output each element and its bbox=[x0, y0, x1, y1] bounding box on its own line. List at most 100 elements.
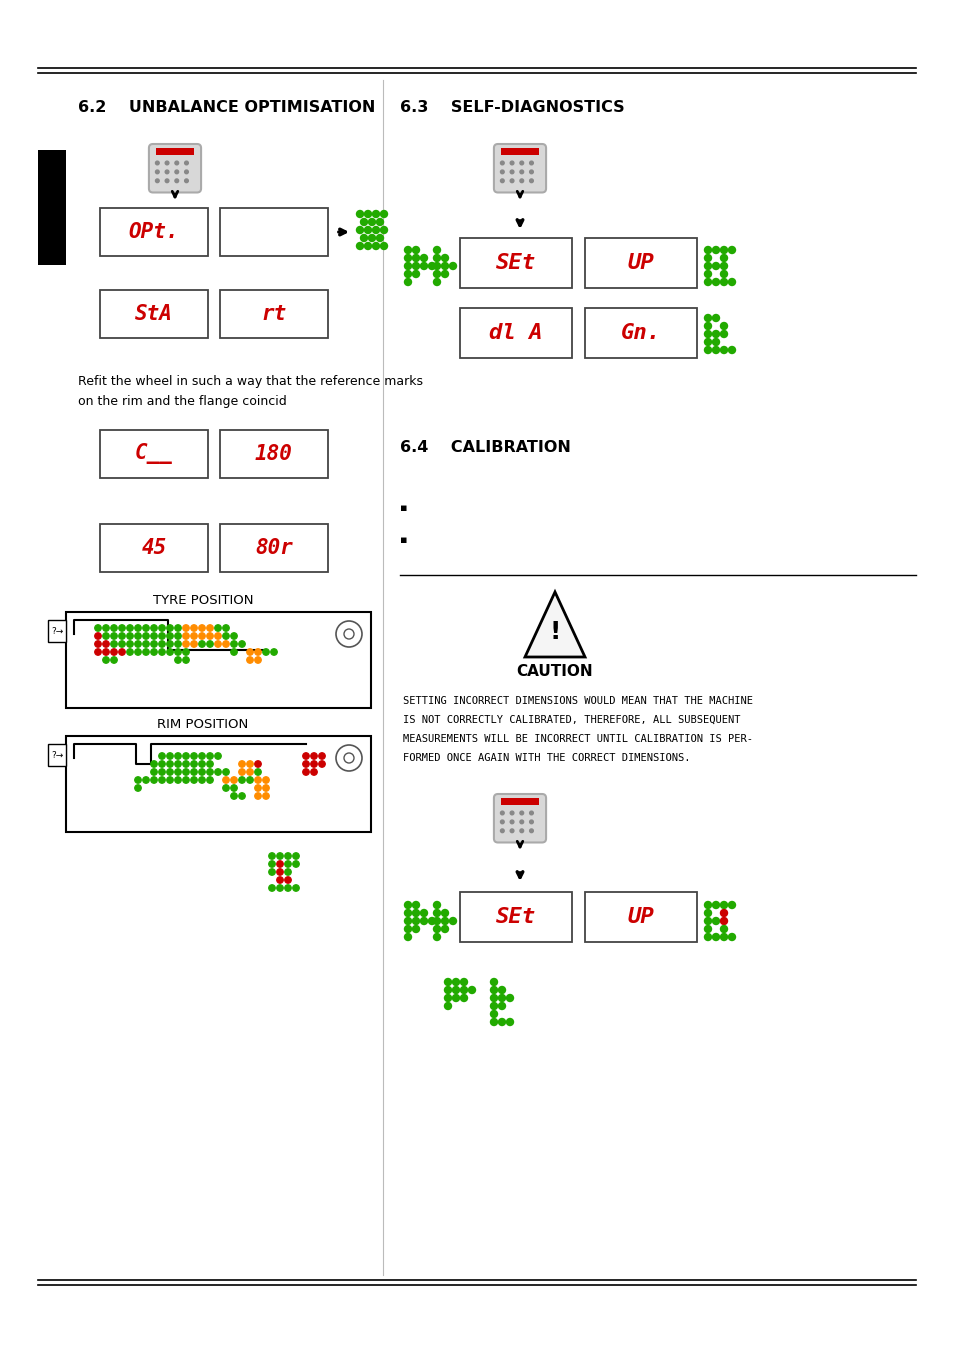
Circle shape bbox=[728, 933, 735, 941]
Circle shape bbox=[412, 910, 419, 917]
Circle shape bbox=[167, 649, 173, 655]
Circle shape bbox=[158, 633, 165, 639]
Circle shape bbox=[444, 995, 451, 1002]
Text: 80r: 80r bbox=[254, 539, 293, 558]
FancyBboxPatch shape bbox=[494, 794, 545, 842]
Bar bbox=[38, 150, 66, 265]
Circle shape bbox=[158, 768, 165, 775]
Circle shape bbox=[165, 161, 169, 165]
Circle shape bbox=[231, 792, 237, 799]
Circle shape bbox=[529, 180, 533, 182]
Circle shape bbox=[404, 926, 411, 933]
Circle shape bbox=[223, 633, 229, 639]
Bar bbox=[100, 290, 208, 338]
Circle shape bbox=[720, 278, 727, 285]
Circle shape bbox=[433, 255, 440, 262]
Circle shape bbox=[238, 768, 245, 775]
Circle shape bbox=[134, 641, 141, 647]
Circle shape bbox=[155, 180, 159, 182]
Circle shape bbox=[360, 235, 367, 242]
Bar bbox=[100, 431, 208, 478]
Circle shape bbox=[223, 625, 229, 632]
Bar bbox=[459, 308, 572, 358]
Circle shape bbox=[519, 819, 523, 823]
Text: SEt: SEt bbox=[496, 252, 536, 273]
Circle shape bbox=[500, 170, 503, 174]
Circle shape bbox=[191, 633, 197, 639]
Circle shape bbox=[441, 910, 448, 917]
Circle shape bbox=[720, 247, 727, 254]
Circle shape bbox=[174, 649, 181, 655]
Circle shape bbox=[262, 792, 269, 799]
Circle shape bbox=[276, 853, 283, 859]
Circle shape bbox=[231, 649, 237, 655]
Circle shape bbox=[198, 761, 205, 767]
Circle shape bbox=[183, 633, 189, 639]
Text: C__: C__ bbox=[135, 444, 172, 464]
Text: TYRE POSITION: TYRE POSITION bbox=[152, 594, 253, 608]
Circle shape bbox=[380, 243, 387, 250]
Circle shape bbox=[198, 641, 205, 647]
Text: RIM POSITION: RIM POSITION bbox=[157, 718, 249, 732]
Circle shape bbox=[720, 323, 727, 329]
Circle shape bbox=[703, 926, 711, 933]
Circle shape bbox=[134, 784, 141, 791]
Circle shape bbox=[712, 902, 719, 909]
Circle shape bbox=[183, 625, 189, 632]
Circle shape bbox=[712, 315, 719, 321]
Text: FORMED ONCE AGAIN WITH THE CORRECT DIMENSIONS.: FORMED ONCE AGAIN WITH THE CORRECT DIMEN… bbox=[402, 753, 690, 763]
Circle shape bbox=[510, 829, 514, 833]
Circle shape bbox=[420, 262, 427, 270]
Circle shape bbox=[185, 170, 188, 174]
Bar bbox=[220, 290, 328, 338]
Circle shape bbox=[490, 979, 497, 986]
Circle shape bbox=[151, 641, 157, 647]
Circle shape bbox=[231, 633, 237, 639]
Circle shape bbox=[293, 853, 299, 859]
Circle shape bbox=[134, 625, 141, 632]
Circle shape bbox=[174, 753, 181, 759]
Circle shape bbox=[198, 625, 205, 632]
Circle shape bbox=[404, 255, 411, 262]
Circle shape bbox=[214, 768, 221, 775]
Circle shape bbox=[254, 776, 261, 783]
Circle shape bbox=[318, 761, 325, 767]
Circle shape bbox=[433, 926, 440, 933]
Circle shape bbox=[452, 995, 459, 1002]
Circle shape bbox=[134, 633, 141, 639]
Circle shape bbox=[728, 902, 735, 909]
Circle shape bbox=[158, 641, 165, 647]
Circle shape bbox=[404, 247, 411, 254]
Circle shape bbox=[158, 625, 165, 632]
Circle shape bbox=[238, 761, 245, 767]
Circle shape bbox=[247, 768, 253, 775]
Circle shape bbox=[269, 869, 274, 875]
Circle shape bbox=[372, 227, 379, 234]
Circle shape bbox=[111, 649, 117, 655]
Circle shape bbox=[433, 247, 440, 254]
Circle shape bbox=[262, 784, 269, 791]
Text: ?→: ?→ bbox=[51, 751, 63, 760]
Circle shape bbox=[293, 861, 299, 867]
Circle shape bbox=[127, 625, 133, 632]
Circle shape bbox=[231, 776, 237, 783]
Circle shape bbox=[519, 170, 523, 174]
Circle shape bbox=[412, 247, 419, 254]
Circle shape bbox=[712, 247, 719, 254]
Circle shape bbox=[712, 918, 719, 925]
Circle shape bbox=[111, 633, 117, 639]
Circle shape bbox=[191, 753, 197, 759]
Circle shape bbox=[174, 776, 181, 783]
Circle shape bbox=[119, 633, 125, 639]
Circle shape bbox=[276, 861, 283, 867]
Circle shape bbox=[420, 255, 427, 262]
Circle shape bbox=[441, 262, 448, 270]
Circle shape bbox=[498, 987, 505, 994]
Circle shape bbox=[529, 170, 533, 174]
Circle shape bbox=[183, 776, 189, 783]
Circle shape bbox=[285, 884, 291, 891]
Circle shape bbox=[285, 869, 291, 875]
Circle shape bbox=[167, 625, 173, 632]
Circle shape bbox=[151, 649, 157, 655]
Circle shape bbox=[529, 829, 533, 833]
